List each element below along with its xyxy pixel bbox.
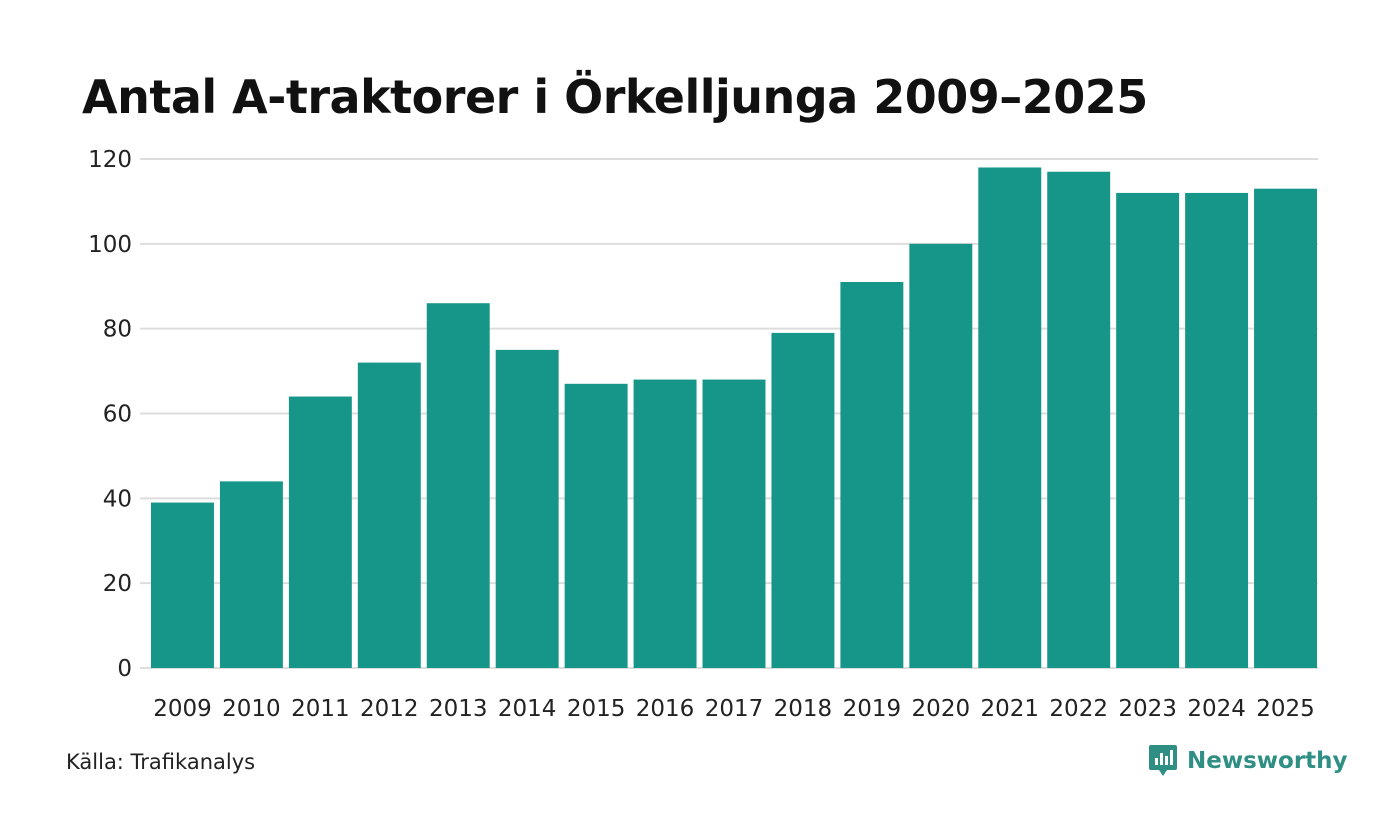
bar-2014 — [495, 349, 559, 668]
y-tick-label-100: 100 — [88, 232, 132, 258]
newsworthy-logo-icon — [1149, 745, 1177, 776]
x-tick-label-2020: 2020 — [912, 696, 971, 722]
x-tick-label-2012: 2012 — [360, 696, 419, 722]
x-tick-label-2018: 2018 — [774, 696, 833, 722]
bar-2020 — [909, 243, 973, 669]
bar-2022 — [1047, 171, 1111, 668]
x-tick-label-2011: 2011 — [291, 696, 350, 722]
bar-2017 — [702, 379, 766, 668]
x-tick-label-2009: 2009 — [153, 696, 212, 722]
x-tick-label-2025: 2025 — [1256, 696, 1315, 722]
y-tick-label-80: 80 — [103, 317, 132, 343]
bar-2024 — [1185, 192, 1249, 668]
x-tick-label-2017: 2017 — [705, 696, 764, 722]
x-tick-label-2010: 2010 — [222, 696, 281, 722]
y-tick-label-60: 60 — [103, 402, 132, 428]
x-tick-label-2019: 2019 — [843, 696, 902, 722]
bar-2011 — [288, 396, 352, 668]
brand-name: Newsworthy — [1187, 748, 1348, 774]
bar-2025 — [1254, 188, 1317, 669]
y-tick-label-0: 0 — [117, 656, 132, 682]
x-tick-label-2023: 2023 — [1118, 696, 1177, 722]
bar-2015 — [564, 383, 628, 668]
source-note: Källa: Trafikanalys — [66, 750, 256, 774]
x-tick-label-2024: 2024 — [1187, 696, 1246, 722]
bar-2010 — [219, 481, 283, 668]
bar-2019 — [840, 282, 904, 668]
bar-2013 — [426, 303, 490, 668]
bar-2023 — [1116, 192, 1180, 668]
y-tick-label-40: 40 — [103, 486, 132, 512]
x-tick-label-2022: 2022 — [1049, 696, 1108, 722]
y-tick-label-120: 120 — [88, 147, 132, 173]
brand-logo: Newsworthy — [1148, 744, 1348, 778]
y-tick-label-20: 20 — [103, 571, 132, 597]
bar-2018 — [771, 332, 835, 668]
x-tick-label-2014: 2014 — [498, 696, 557, 722]
bar-2021 — [978, 167, 1042, 668]
x-tick-label-2021: 2021 — [980, 696, 1039, 722]
bar-2016 — [633, 379, 697, 668]
x-tick-label-2016: 2016 — [636, 696, 695, 722]
x-tick-label-2013: 2013 — [429, 696, 488, 722]
bar-2012 — [357, 362, 421, 668]
x-tick-label-2015: 2015 — [567, 696, 626, 722]
chart-title: Antal A-traktorer i Örkelljunga 2009–202… — [82, 70, 1148, 124]
bar-2009 — [151, 502, 214, 668]
